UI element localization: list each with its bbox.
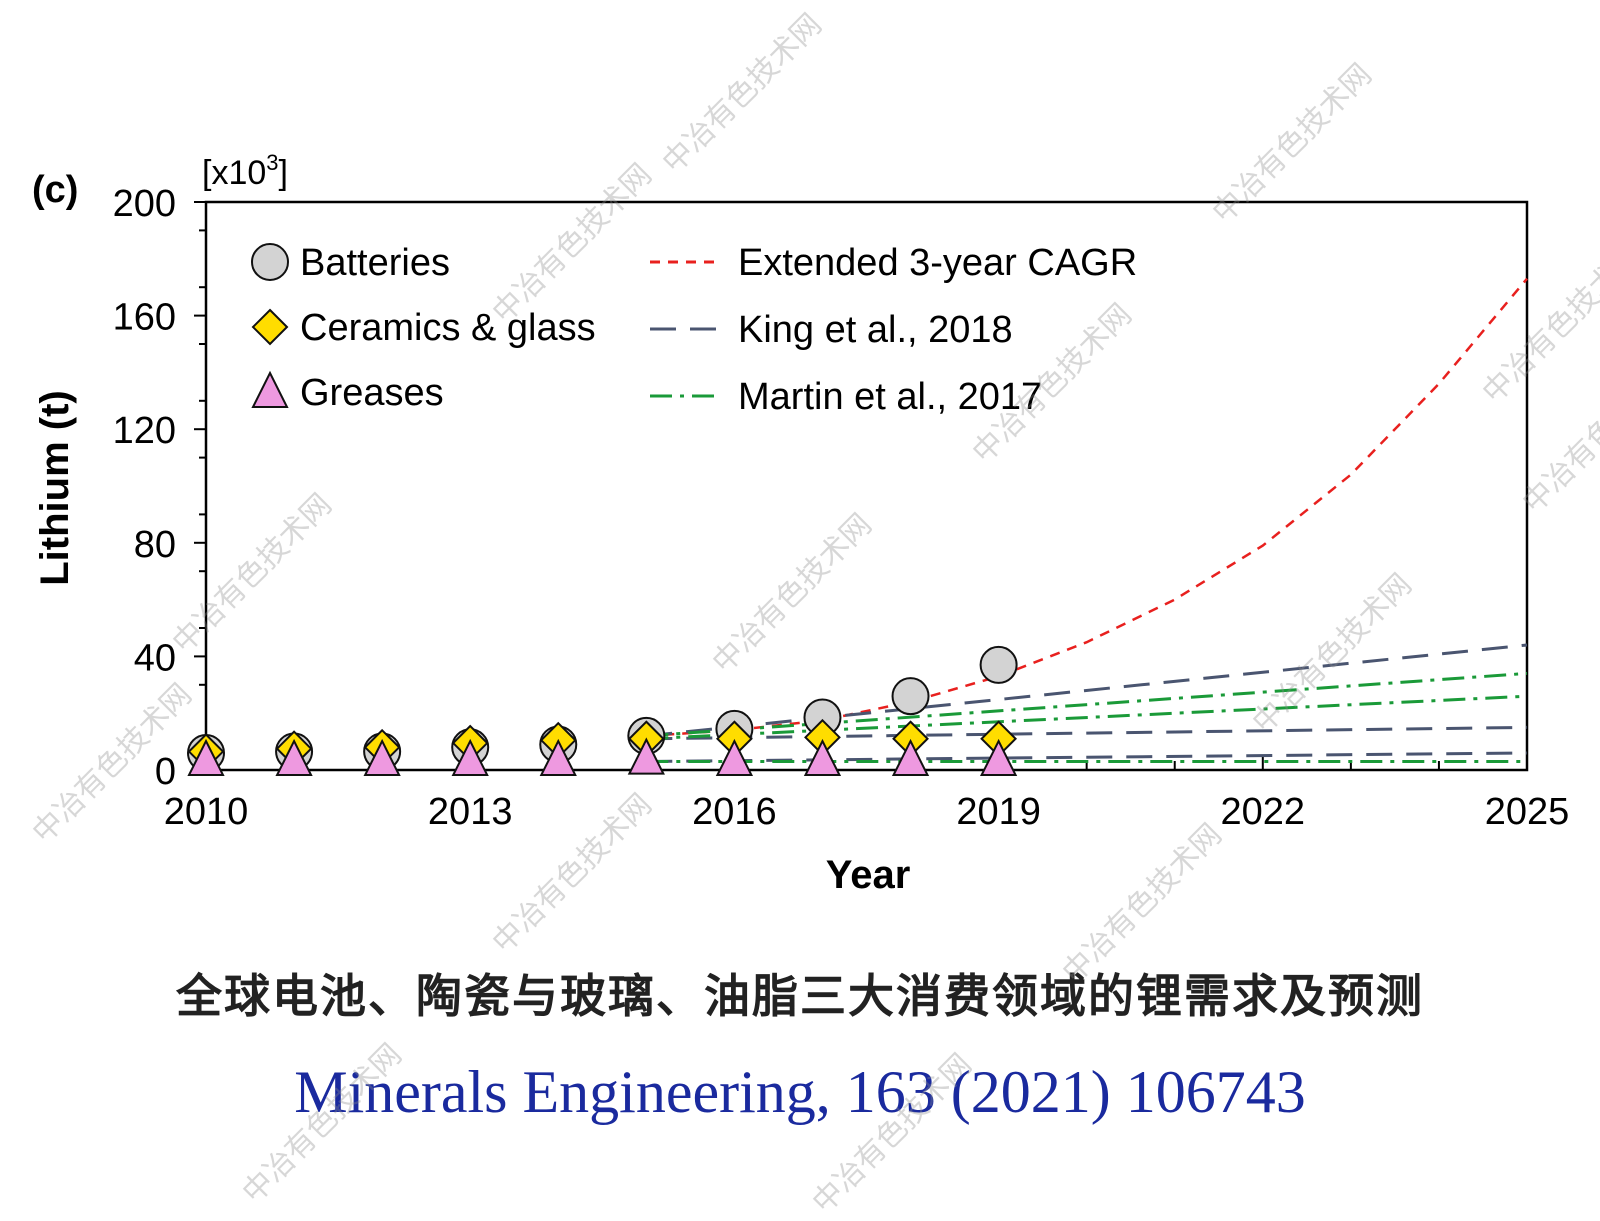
legend-label: King et al., 2018 — [738, 309, 1013, 351]
y-multiplier: [x103] — [202, 150, 288, 192]
legend-label: Martin et al., 2017 — [738, 376, 1042, 418]
legend-label: Greases — [300, 372, 444, 414]
battery-point — [891, 677, 930, 716]
x-tick-label: 2022 — [1221, 791, 1306, 833]
axes: 0 40 80 120 160 200 2010 2013 2016 2019 2022 2025 — [113, 183, 1570, 833]
legend-grease-symbol — [251, 370, 289, 408]
y-tick-label: 200 — [113, 183, 176, 225]
legend-battery-symbol — [251, 243, 289, 281]
martin-2017-line — [646, 671, 1528, 738]
martin-2017-line — [646, 694, 1528, 741]
battery-point — [979, 645, 1018, 684]
legend-label: Extended 3-year CAGR — [738, 242, 1137, 284]
legend: Batteries Ceramics & glass Greases Extended… — [251, 242, 1137, 418]
cagr-projection-line — [646, 277, 1528, 738]
grease-point — [715, 738, 754, 777]
y-axis-title: Lithium (t) — [33, 390, 77, 586]
y-tick-label: 120 — [113, 410, 176, 452]
plot-frame — [204, 200, 1529, 772]
y-multiplier-close: ] — [279, 154, 288, 192]
grease-point — [187, 738, 225, 777]
king-2018-line — [646, 751, 1528, 763]
x-tick-label: 2019 — [956, 791, 1041, 833]
king-2018-line — [646, 643, 1528, 738]
grease-point — [803, 738, 842, 777]
grease-point — [451, 738, 489, 777]
y-tick-label: 0 — [155, 751, 176, 793]
grease-point — [891, 738, 930, 777]
y-tick-label: 160 — [113, 297, 176, 339]
chinese-caption: 全球电池、陶瓷与玻璃、油脂三大消费领域的锂需求及预测 — [176, 969, 1424, 1023]
grease-point — [627, 737, 665, 775]
grease-point — [979, 738, 1018, 777]
legend-ceramics-glass-symbol — [251, 308, 289, 346]
grease-point — [539, 738, 577, 777]
grease-point — [275, 738, 313, 777]
x-tick-label: 2013 — [428, 791, 513, 833]
x-tick-label: 2010 — [164, 791, 249, 833]
legend-label: Batteries — [300, 242, 450, 284]
panel-label: (c) — [32, 169, 78, 211]
king-2018-line — [646, 725, 1528, 741]
series-lines — [646, 277, 1528, 763]
grease-point — [363, 738, 401, 777]
x-tick-label: 2016 — [692, 791, 777, 833]
y-tick-label: 40 — [134, 637, 176, 679]
journal-reference: Minerals Engineering, 163 (2021) 106743 — [294, 1059, 1306, 1125]
y-tick-label: 80 — [134, 524, 176, 566]
series-markers — [187, 645, 1018, 777]
x-tick-label: 2025 — [1485, 791, 1570, 833]
y-multiplier-base: [x10 — [202, 154, 266, 192]
x-axis-title: Year — [826, 853, 911, 897]
legend-label: Ceramics & glass — [300, 307, 596, 349]
y-multiplier-exp: 3 — [266, 150, 278, 175]
